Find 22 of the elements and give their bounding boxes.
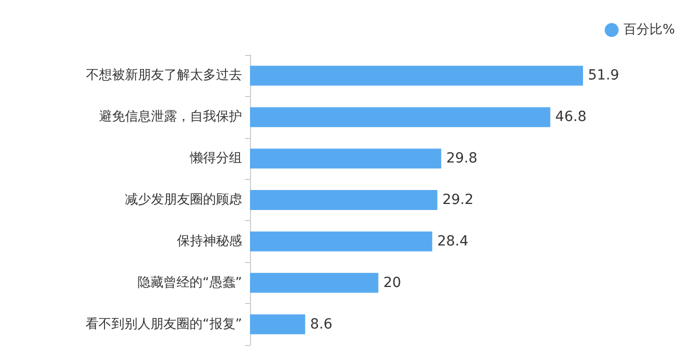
bar	[250, 190, 438, 210]
data-label: 46.8	[555, 109, 586, 126]
y-tick-label: 不想被新朋友了解太多过去	[86, 68, 242, 84]
data-label: 8.6	[310, 316, 333, 332]
data-label: 28.4	[437, 233, 468, 250]
bar	[250, 314, 306, 334]
bar	[250, 231, 432, 252]
y-tick-label: 隐藏曾经的“愚蠢”	[138, 275, 242, 290]
data-label: 29.2	[442, 192, 474, 208]
bar	[250, 66, 584, 86]
bar	[250, 148, 442, 169]
data-label: 29.8	[446, 150, 478, 167]
bar	[250, 107, 550, 128]
y-tick-label: 保持神秘感	[177, 234, 242, 249]
y-tick-label: 减少发朋友圈的顾虑	[125, 192, 242, 208]
y-tick-label: 避免信息泄露，自我保护	[99, 110, 242, 125]
y-tick-label: 看不到别人朋友圈的“报复”	[86, 316, 242, 332]
legend-label: 百分比%	[624, 22, 676, 38]
y-tick-label: 懒得分组	[189, 151, 242, 166]
bar	[250, 272, 378, 293]
data-label: 20	[383, 274, 402, 291]
data-label: 51.9	[588, 68, 620, 84]
